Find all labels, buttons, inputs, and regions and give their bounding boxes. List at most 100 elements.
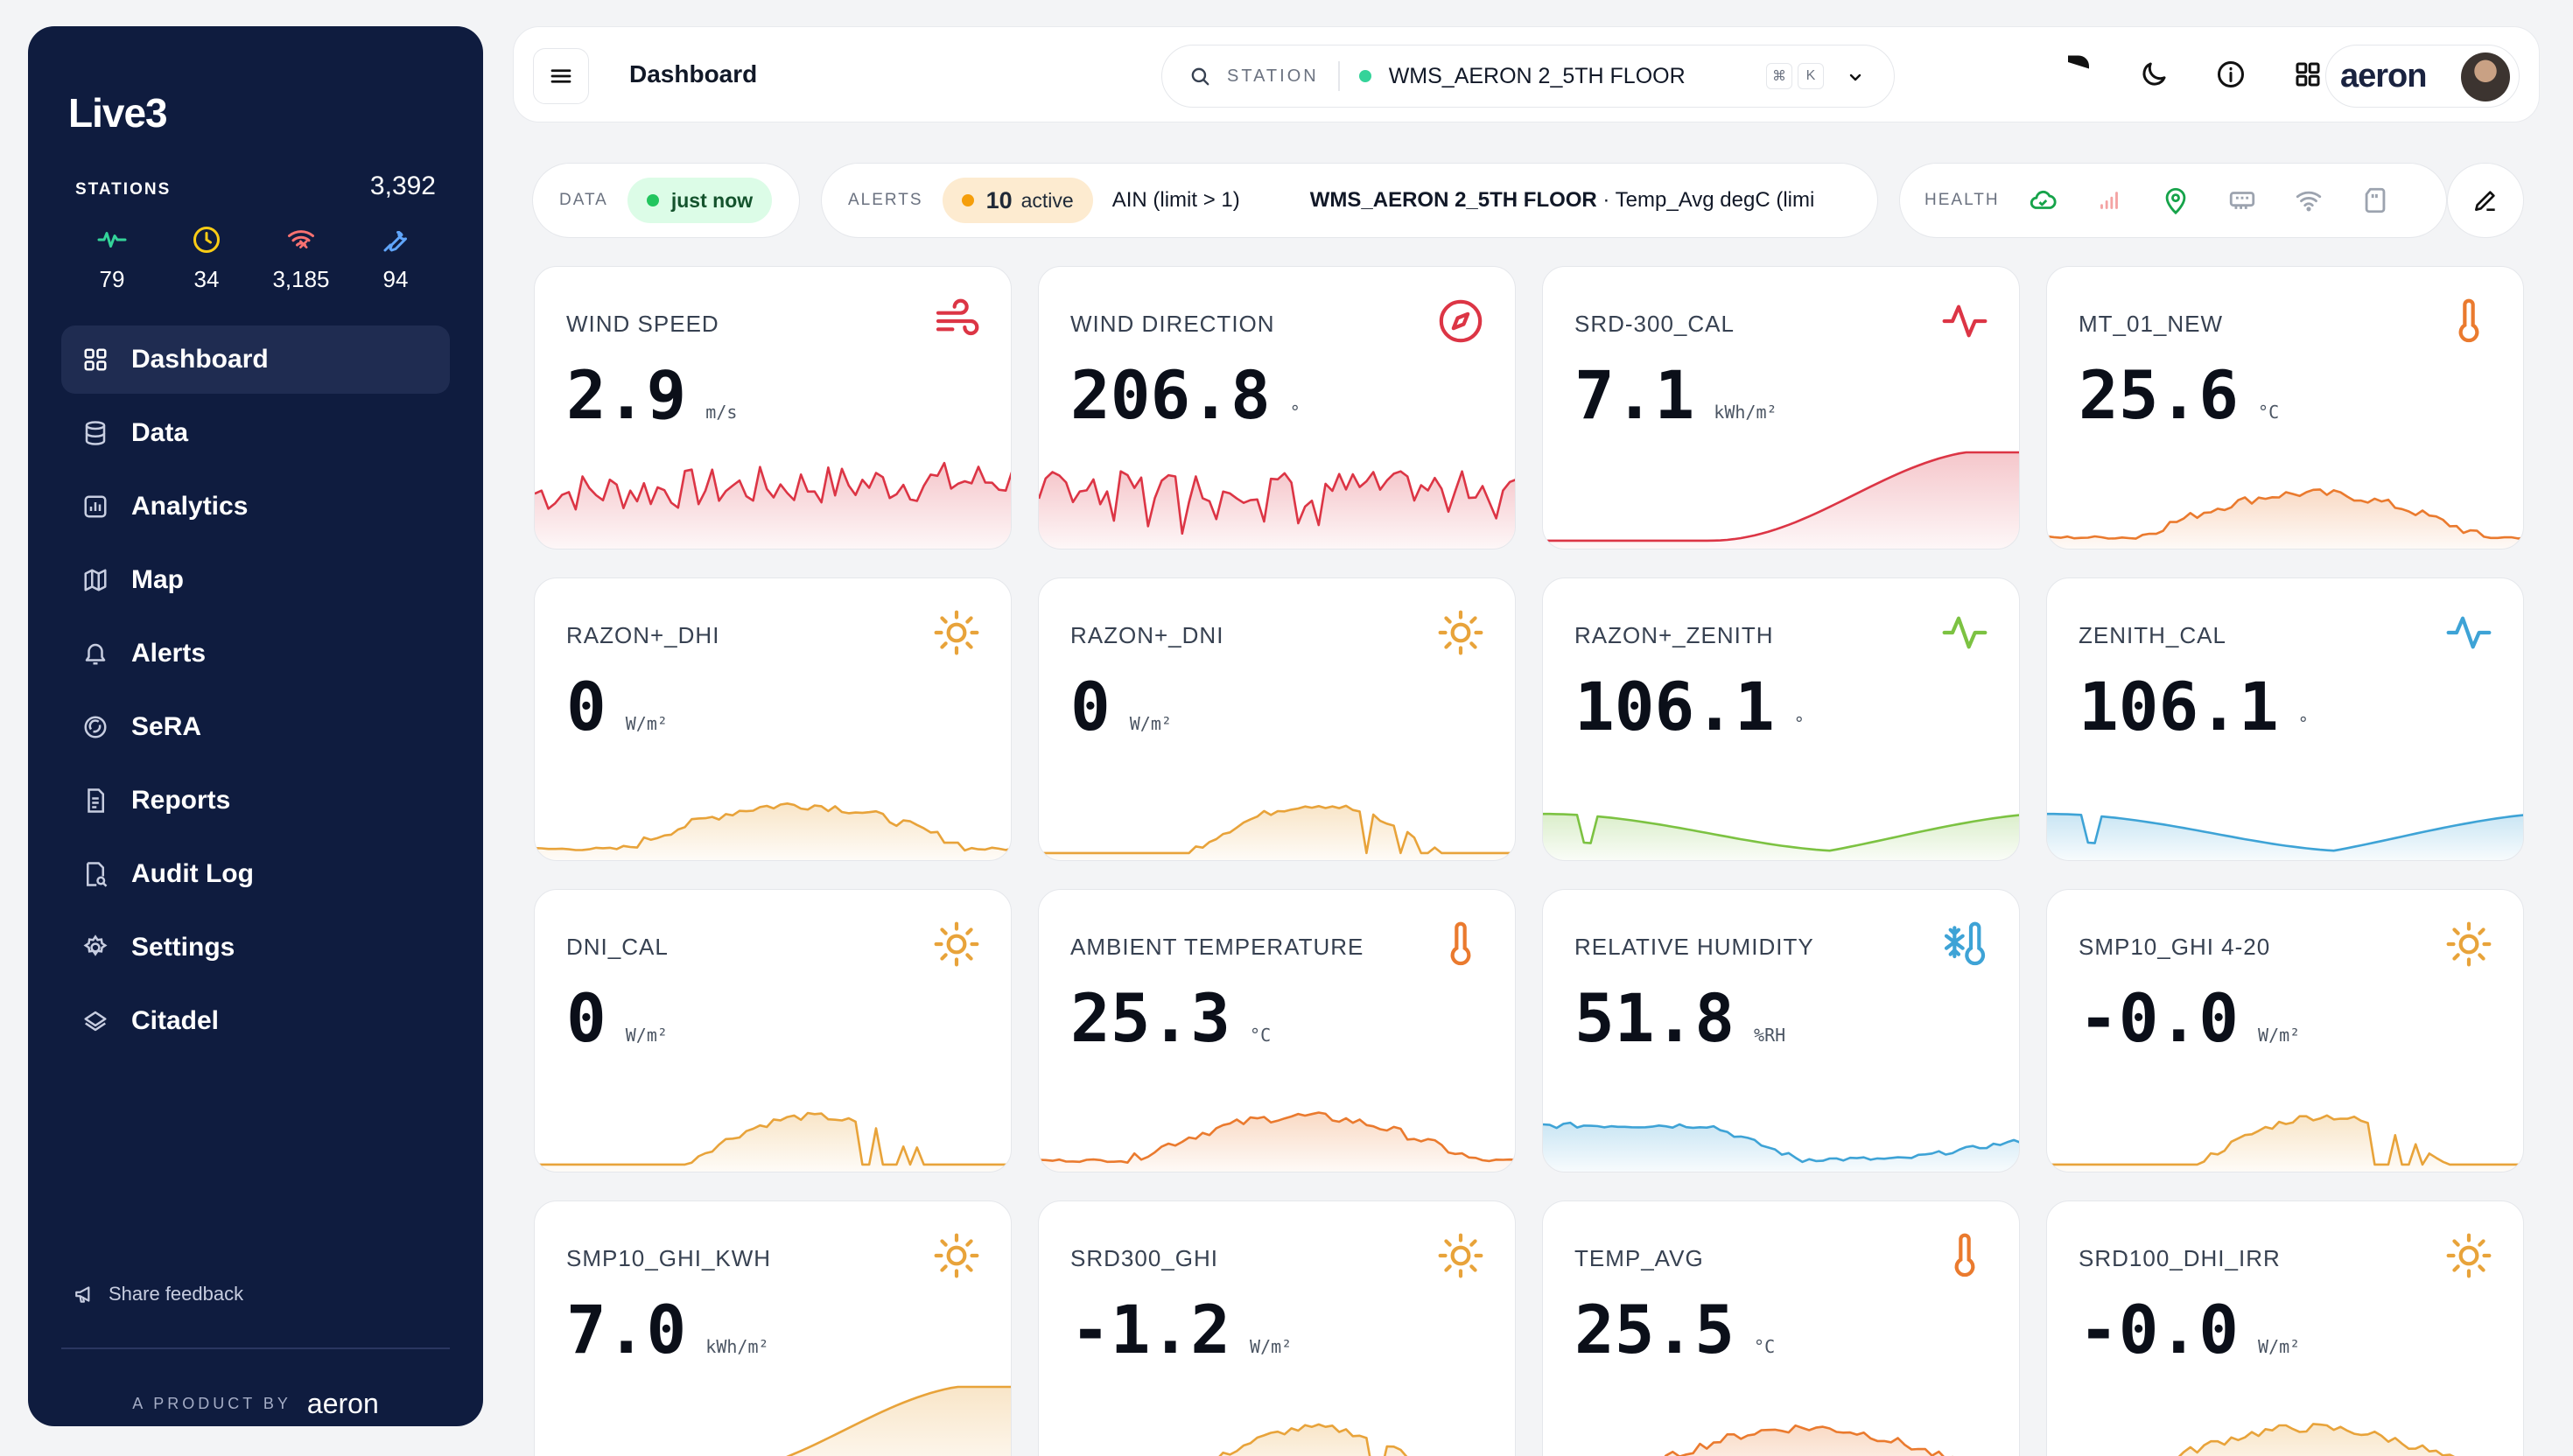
sidebar-item-data[interactable]: Data (61, 399, 450, 467)
sidebar: Live3 STATIONS 3,392 79 34 3,185 94 Dash… (28, 26, 483, 1426)
metric-unit: °C (1250, 1025, 1272, 1046)
stat-maintenance-value: 94 (382, 266, 409, 292)
metric-unit: W/m² (2258, 1336, 2301, 1357)
sidebar-item-citadel[interactable]: Citadel (61, 987, 450, 1055)
stat-offline[interactable]: 3,185 (257, 224, 345, 293)
metric-card-wind-speed[interactable]: WIND SPEED 2.9 m/s (534, 266, 1012, 550)
megaphone-icon (75, 1286, 90, 1303)
metric-value-row: 25.5 °C (1574, 1291, 1775, 1368)
report-icon (88, 788, 104, 813)
sidebar-item-map[interactable]: Map (61, 546, 450, 614)
sidebar-item-label: Data (131, 418, 189, 447)
wifi-icon[interactable] (2294, 186, 2324, 215)
metric-unit: W/m² (625, 713, 668, 734)
metric-unit: ° (1289, 402, 1301, 423)
product-by-label: A PRODUCT BY (132, 1395, 291, 1412)
sidebar-item-label: Audit Log (131, 859, 254, 888)
sidebar-item-dashboard[interactable]: Dashboard (61, 326, 450, 394)
sidebar-item-sera[interactable]: SeRA (61, 693, 450, 761)
metric-value: 7.1 (1574, 356, 1695, 434)
brand-logo[interactable]: Live3 (68, 90, 168, 136)
apps-grid-icon[interactable] (2292, 59, 2324, 90)
metric-unit: %RH (1754, 1025, 1786, 1046)
sidebar-item-alerts[interactable]: Alerts (61, 620, 450, 688)
metric-card-temp-avg[interactable]: TEMP_AVG 25.5 °C (1542, 1200, 2020, 1456)
alert-ticker-item[interactable]: AIN (limit > 1) (1111, 188, 1240, 212)
sparkline-line (535, 1111, 1011, 1166)
alerts-count: 10 (985, 186, 1013, 214)
sidebar-item-settings[interactable]: Settings (61, 914, 450, 982)
metric-card-srd100-dhi-irr[interactable]: SRD100_DHI_IRR -0.0 W/m² (2046, 1200, 2524, 1456)
metric-value-row: -1.2 W/m² (1070, 1291, 1292, 1368)
data-label: DATA (559, 191, 608, 209)
share-feedback-label: Share feedback (109, 1283, 244, 1305)
activity-icon (2446, 616, 2492, 649)
edit-button[interactable] (2447, 163, 2524, 238)
metric-value-row: 0 W/m² (1070, 668, 1172, 746)
stat-online[interactable]: 79 (68, 224, 156, 293)
metric-card-dni-cal[interactable]: DNI_CAL 0 W/m² (534, 889, 1012, 1172)
sun-icon (1438, 610, 1483, 655)
metric-card-relative-humidity[interactable]: RELATIVE HUMIDITY 51.8 %RH (1542, 889, 2020, 1172)
sidebar-item-label: SeRA (131, 712, 202, 741)
alerts-badge[interactable]: 10 active (942, 178, 1093, 223)
bell-icon (85, 643, 106, 665)
share-feedback-link[interactable]: Share feedback (74, 1283, 243, 1306)
cloud-check-icon[interactable] (2028, 186, 2058, 215)
menu-button[interactable] (533, 48, 589, 104)
memory-icon[interactable] (2227, 186, 2257, 215)
metric-value: -0.0 (2079, 979, 2240, 1057)
alerts-status[interactable]: ALERTS 10 active AIN (limit > 1) WMS_AER… (821, 163, 1878, 238)
sparkline-area (1543, 452, 2019, 549)
location-icon[interactable] (2161, 186, 2191, 215)
metric-unit: °C (1754, 1336, 1776, 1357)
alert-ticker-item[interactable]: WMS_AERON 2_5TH FLOOR · Temp_Avg degC (l… (1310, 188, 1815, 213)
metric-card-smp10-ghi-kwh[interactable]: SMP10_GHI_KWH 7.0 kWh/m² (534, 1200, 1012, 1456)
citadel-icon (84, 1011, 107, 1032)
sparkline-line (535, 802, 1011, 852)
metric-card-razon-zenith[interactable]: RAZON+_ZENITH 106.1 ° (1542, 578, 2020, 861)
sparkline-area (2047, 1115, 2523, 1172)
sidebar-item-reports[interactable]: Reports (61, 766, 450, 835)
metric-value: 2.9 (566, 356, 687, 434)
compass-icon (1439, 299, 1483, 343)
metric-card-razon-dhi[interactable]: RAZON+_DHI 0 W/m² (534, 578, 1012, 861)
metric-card-ambient-temperature[interactable]: AMBIENT TEMPERATURE 25.3 °C (1038, 889, 1516, 1172)
sparkline (1664, 1424, 1953, 1456)
user-menu[interactable]: aeron (2325, 45, 2520, 108)
stations-label: STATIONS (75, 180, 172, 199)
thermometer-icon (2458, 298, 2479, 343)
metric-card-wind-direction[interactable]: WIND DIRECTION 206.8 ° (1038, 266, 1516, 550)
avatar[interactable] (2461, 52, 2510, 102)
metric-value-row: -0.0 W/m² (2079, 979, 2300, 1057)
sparkline-line (1218, 1423, 1408, 1456)
moon-icon[interactable] (2138, 59, 2170, 90)
sparkline-area (535, 1113, 1011, 1172)
station-label: STATION (1227, 66, 1319, 86)
metric-card-zenith-cal[interactable]: ZENITH_CAL 106.1 ° (2046, 578, 2524, 861)
metric-card-srd300-ghi[interactable]: SRD300_GHI -1.2 W/m² (1038, 1200, 1516, 1456)
metric-card-srd-300-cal[interactable]: SRD-300_CAL 7.1 kWh/m² (1542, 266, 2020, 550)
sparkline-line (1039, 1111, 1515, 1164)
station-selector[interactable]: STATION WMS_AERON 2_5TH FLOOR ⌘ K (1161, 45, 1895, 108)
stat-maintenance[interactable]: 94 (352, 224, 439, 293)
sidebar-item-audit-log[interactable]: Audit Log (61, 840, 450, 908)
wind-icon (936, 298, 979, 336)
metric-card-smp10-ghi-4-20[interactable]: SMP10_GHI 4-20 -0.0 W/m² (2046, 889, 2524, 1172)
metric-card-razon-dni[interactable]: RAZON+_DNI 0 W/m² (1038, 578, 1516, 861)
metric-value: -0.0 (2079, 1291, 2240, 1368)
metric-card-mt-01-new[interactable]: MT_01_NEW 25.6 °C (2046, 266, 2524, 550)
stat-offline-value: 3,185 (272, 266, 330, 292)
metric-unit: m/s (705, 402, 738, 423)
station-separator (1337, 61, 1340, 91)
sd-card-icon[interactable] (2360, 186, 2390, 215)
sparkline (2047, 812, 2523, 860)
stat-delayed[interactable]: 34 (163, 224, 250, 293)
metric-value: 0 (1070, 668, 1111, 746)
sidebar-item-analytics[interactable]: Analytics (61, 472, 450, 541)
info-icon[interactable] (2215, 59, 2247, 90)
audit-icon (87, 862, 108, 887)
signal-icon[interactable] (2094, 186, 2124, 215)
metric-title: SRD100_DHI_IRR (2079, 1245, 2281, 1271)
sparkline-area (1543, 1123, 2019, 1172)
